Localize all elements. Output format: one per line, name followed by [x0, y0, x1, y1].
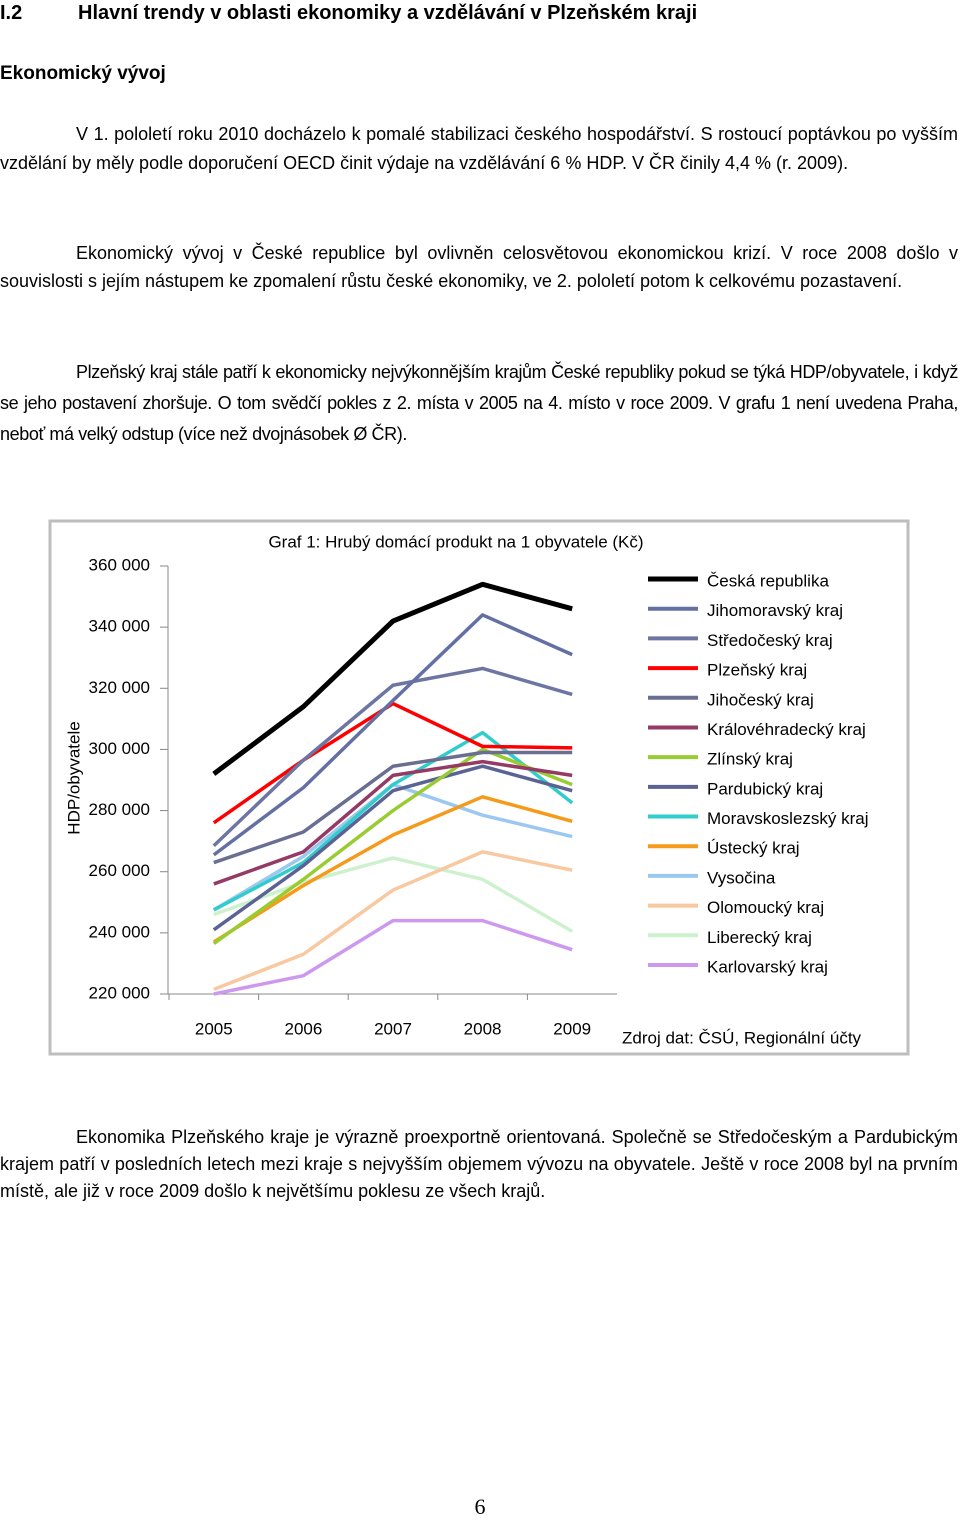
- series-line: [212, 581, 573, 776]
- y-tick-label: 260 000: [89, 861, 150, 880]
- legend-label: Zlínský kraj: [707, 750, 793, 769]
- series-line: [212, 701, 573, 825]
- legend-label: Olomoucký kraj: [707, 898, 824, 917]
- paragraph: Ekonomický vývoj v České republice byl o…: [0, 243, 958, 291]
- legend-label: Plzeňský kraj: [707, 661, 807, 680]
- y-tick-label: 300 000: [89, 739, 150, 758]
- legend-label: Ústecký kraj: [707, 839, 800, 858]
- legend-label: Královéhradecký kraj: [707, 720, 866, 739]
- paragraph: Ekonomika Plzeňského kraje je výrazně pr…: [0, 1127, 958, 1201]
- y-axis-label: HDP/obyvatele: [64, 721, 83, 834]
- series-line: [212, 613, 573, 857]
- paragraph: V 1. pololetí roku 2010 docházelo k poma…: [0, 124, 958, 173]
- legend-label: Jihočeský kraj: [707, 690, 814, 709]
- y-tick-label: 340 000: [89, 617, 150, 636]
- series-line: [212, 795, 573, 944]
- heading: Hlavní trendy v oblasti ekonomiky a vzdě…: [78, 2, 698, 24]
- y-tick-label: 240 000: [89, 922, 150, 941]
- heading-number: I.2: [0, 2, 23, 24]
- legend-label: Moravskoslezský kraj: [707, 809, 869, 828]
- series-line: [213, 918, 573, 996]
- x-tick-label: 2006: [284, 1019, 322, 1038]
- legend-label: Pardubický kraj: [707, 779, 823, 798]
- page-number: 6: [474, 1494, 486, 1519]
- y-tick-label: 320 000: [89, 678, 150, 697]
- series-line: [212, 764, 573, 932]
- x-tick-label: 2009: [553, 1019, 591, 1038]
- legend-label: Česká republika: [707, 571, 829, 590]
- legend-label: Liberecký kraj: [707, 928, 812, 947]
- x-tick-label: 2008: [464, 1019, 502, 1038]
- source: Zdroj dat: ČSÚ, Regionální účty: [622, 1028, 862, 1047]
- legend-label: Středočeský kraj: [707, 631, 833, 650]
- legend-label: Karlovarský kraj: [707, 957, 828, 976]
- paragraph: Plzeňský kraj stále patří k ekonomicky n…: [0, 362, 958, 444]
- chart: Graf 1: Hrubý domácí produkt na 1 obyvat…: [48, 519, 910, 1056]
- subheading: Ekonomický vývoj: [0, 63, 166, 84]
- y-tick-label: 360 000: [89, 555, 150, 574]
- chart-frame: [48, 519, 910, 1056]
- legend-label: Jihomoravský kraj: [707, 601, 843, 620]
- x-tick-label: 2005: [195, 1019, 233, 1038]
- legend-label: Vysočina: [707, 868, 776, 887]
- x-tick-label: 2007: [374, 1019, 412, 1038]
- series-line: [212, 666, 573, 847]
- series-line: [212, 747, 573, 945]
- series-line: [213, 759, 573, 886]
- y-tick-label: 280 000: [89, 800, 150, 819]
- series-line: [213, 850, 573, 992]
- chart-title: Graf 1: Hrubý domácí produkt na 1 obyvat…: [268, 532, 643, 551]
- series-line: [212, 730, 574, 912]
- series-line: [213, 750, 573, 865]
- y-tick-label: 220 000: [89, 983, 150, 1002]
- series-line: [213, 856, 574, 933]
